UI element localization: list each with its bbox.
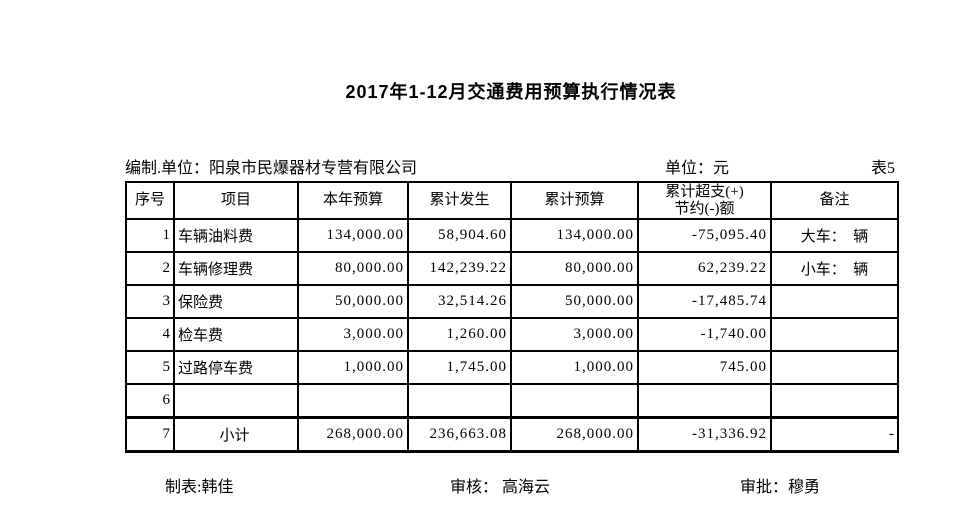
header-cumulative-budget: 累计预算 [510, 181, 639, 220]
cell-seq: 4 [125, 317, 175, 352]
cell-remark [770, 284, 899, 319]
header-seq: 序号 [125, 181, 175, 220]
cell-seq: 2 [125, 251, 175, 286]
cell-cumulative-budget: 1,000.00 [510, 350, 639, 385]
cell-over-saving: 745.00 [637, 350, 772, 385]
cell-remark [770, 383, 899, 419]
cell-annual-budget: 1,000.00 [297, 350, 409, 385]
header-over-saving-line2: 节约(-)额 [674, 200, 735, 217]
cell-seq: 7 [125, 416, 175, 453]
cell-item: 过路停车费 [173, 350, 299, 385]
table-row: 5 过路停车费 1,000.00 1,745.00 1,000.00 745.0… [125, 350, 899, 385]
cell-cumulative-actual: 236,663.08 [407, 416, 512, 453]
cell-cumulative-budget: 80,000.00 [510, 251, 639, 286]
cell-item: 小计 [173, 416, 299, 453]
header-item: 项目 [173, 181, 299, 220]
prepared-by-label: 制表:韩佳 [165, 479, 234, 496]
cell-over-saving: 62,239.22 [637, 251, 772, 286]
cell-annual-budget: 50,000.00 [297, 284, 409, 319]
table-row: 1 车辆油料费 134,000.00 58,904.60 134,000.00 … [125, 218, 899, 253]
cell-cumulative-actual: 1,745.00 [407, 350, 512, 385]
header-cumulative-actual: 累计发生 [407, 181, 512, 220]
table-row: 3 保险费 50,000.00 32,514.26 50,000.00 -17,… [125, 284, 899, 319]
cell-cumulative-actual: 1,260.00 [407, 317, 512, 352]
cell-over-saving: -1,740.00 [637, 317, 772, 352]
cell-annual-budget: 80,000.00 [297, 251, 409, 286]
cell-remark [770, 350, 899, 385]
cell-cumulative-budget: 50,000.00 [510, 284, 639, 319]
cell-remark: 小车： 辆 [770, 251, 899, 286]
cell-seq: 3 [125, 284, 175, 319]
cell-annual-budget: 134,000.00 [297, 218, 409, 253]
compiling-unit-label: 编制.单位：阳泉市民爆器材专营有限公司 [125, 160, 418, 177]
cell-item: 保险费 [173, 284, 299, 319]
table-row-total: 7 小计 268,000.00 236,663.08 268,000.00 -3… [125, 416, 899, 453]
table-row: 6 [125, 383, 899, 419]
cell-item [173, 383, 299, 419]
cell-cumulative-budget [510, 383, 639, 419]
cell-seq: 6 [125, 383, 175, 419]
cell-seq: 1 [125, 218, 175, 253]
cell-item: 车辆油料费 [173, 218, 299, 253]
cell-over-saving: -17,485.74 [637, 284, 772, 319]
page-title: 2017年1-12月交通费用预算执行情况表 [345, 82, 677, 102]
table-row: 2 车辆修理费 80,000.00 142,239.22 80,000.00 6… [125, 251, 899, 286]
cell-cumulative-actual: 32,514.26 [407, 284, 512, 319]
header-remark: 备注 [770, 181, 899, 220]
cell-annual-budget: 268,000.00 [297, 416, 409, 453]
currency-unit-label: 单位：元 [665, 160, 730, 177]
cell-remark: - [770, 416, 899, 453]
info-row: 编制.单位：阳泉市民爆器材专营有限公司 单位：元 表5 [125, 154, 897, 180]
cell-over-saving [637, 383, 772, 419]
cell-annual-budget [297, 383, 409, 419]
header-over-saving: 累计超支(+) 节约(-)额 [637, 181, 772, 220]
approved-by-label: 审批：穆勇 [740, 479, 821, 496]
cell-cumulative-budget: 268,000.00 [510, 416, 639, 453]
cell-over-saving: -31,336.92 [637, 416, 772, 453]
cell-item: 检车费 [173, 317, 299, 352]
budget-table: 序号 项目 本年预算 累计发生 累计预算 累计超支(+) 节约(-)额 备注 1 … [125, 181, 899, 453]
cell-cumulative-actual: 58,904.60 [407, 218, 512, 253]
header-over-saving-line1: 累计超支(+) [665, 183, 744, 200]
cell-cumulative-budget: 3,000.00 [510, 317, 639, 352]
footer-row: 制表:韩佳 审核： 高海云 审批：穆勇 [125, 473, 897, 497]
cell-cumulative-budget: 134,000.00 [510, 218, 639, 253]
cell-cumulative-actual [407, 383, 512, 419]
cell-cumulative-actual: 142,239.22 [407, 251, 512, 286]
table-row: 4 检车费 3,000.00 1,260.00 3,000.00 -1,740.… [125, 317, 899, 352]
cell-item: 车辆修理费 [173, 251, 299, 286]
reviewed-by-label: 审核： 高海云 [450, 479, 551, 496]
cell-remark: 大车： 辆 [770, 218, 899, 253]
cell-over-saving: -75,095.40 [637, 218, 772, 253]
cell-seq: 5 [125, 350, 175, 385]
table-number-label: 表5 [870, 160, 895, 177]
header-row: 序号 项目 本年预算 累计发生 累计预算 累计超支(+) 节约(-)额 备注 [125, 181, 899, 220]
header-annual-budget: 本年预算 [297, 181, 409, 220]
cell-remark [770, 317, 899, 352]
cell-annual-budget: 3,000.00 [297, 317, 409, 352]
